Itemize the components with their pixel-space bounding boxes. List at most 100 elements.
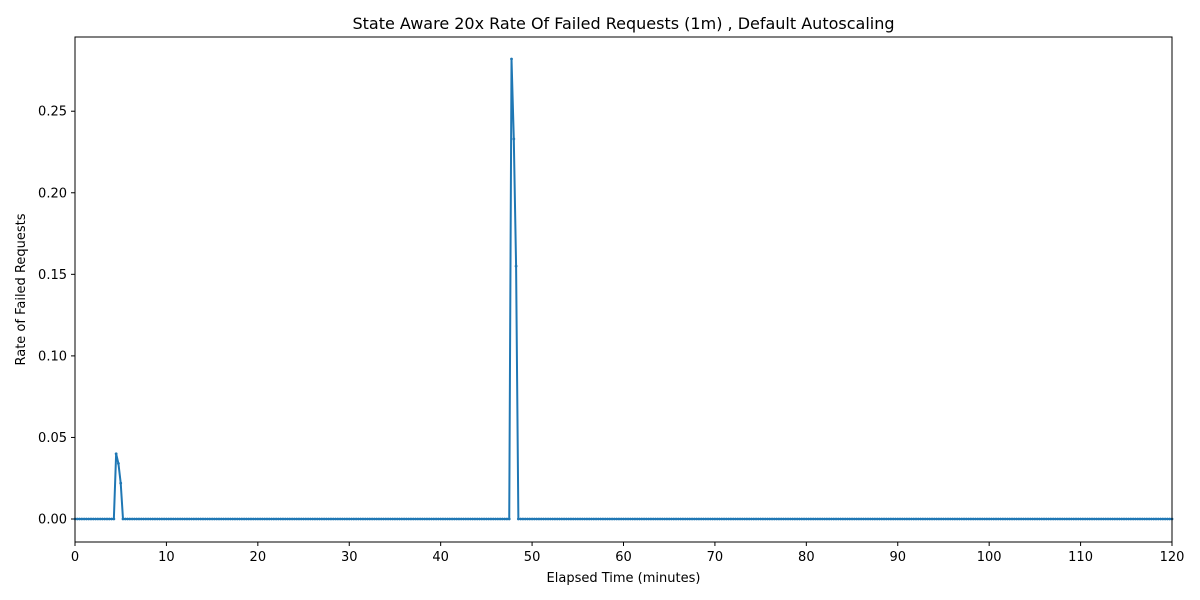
data-point	[1166, 517, 1169, 521]
data-point	[471, 517, 475, 521]
data-point	[1136, 517, 1140, 521]
data-point	[174, 517, 177, 521]
data-point	[352, 517, 356, 521]
data-point	[740, 517, 744, 521]
data-point	[505, 517, 509, 521]
data-point	[1076, 517, 1080, 521]
data-point	[94, 517, 97, 521]
data-point	[553, 517, 557, 521]
data-point	[482, 517, 486, 521]
data-point	[1072, 517, 1076, 521]
data-point	[521, 517, 525, 521]
data-point	[117, 462, 120, 465]
data-point	[722, 517, 726, 521]
data-point	[507, 517, 511, 521]
data-point	[379, 517, 383, 521]
data-point	[1154, 517, 1158, 521]
data-point	[825, 517, 829, 521]
x-tick-label: 120	[1160, 550, 1185, 565]
data-point	[126, 517, 129, 521]
data-point	[185, 517, 189, 521]
data-series	[73, 57, 1174, 521]
data-point	[903, 517, 907, 521]
data-point	[1088, 517, 1092, 521]
data-point	[1147, 517, 1151, 521]
data-point	[347, 517, 351, 521]
data-point	[1060, 517, 1064, 521]
x-tick-label: 60	[615, 550, 632, 565]
data-point	[304, 517, 308, 521]
data-point	[855, 517, 859, 521]
data-point	[370, 517, 374, 521]
data-point	[612, 517, 616, 521]
data-point	[932, 517, 936, 521]
data-point	[510, 57, 513, 61]
data-point	[139, 517, 143, 521]
data-point	[638, 517, 641, 521]
data-point	[516, 517, 520, 521]
data-point	[448, 517, 452, 521]
data-point	[1012, 517, 1016, 521]
data-point	[816, 517, 820, 521]
data-point	[261, 517, 264, 521]
data-point	[240, 517, 244, 521]
data-point	[416, 517, 420, 521]
data-point	[288, 517, 292, 521]
data-point	[334, 517, 337, 521]
data-point	[868, 517, 872, 521]
data-point	[452, 517, 456, 521]
data-point	[871, 517, 875, 521]
data-point	[176, 517, 180, 521]
data-point	[272, 517, 276, 521]
data-point	[82, 517, 86, 521]
data-point	[514, 264, 518, 268]
data-point	[286, 517, 289, 521]
data-point	[1168, 517, 1172, 521]
data-point	[144, 517, 148, 521]
data-point	[640, 517, 644, 521]
data-point	[393, 517, 397, 521]
data-point	[249, 517, 253, 521]
data-point	[905, 517, 909, 521]
data-point	[622, 517, 625, 521]
data-point	[633, 517, 637, 521]
data-point	[542, 517, 545, 521]
data-point	[1143, 517, 1146, 521]
data-point	[1152, 517, 1156, 521]
data-point	[155, 517, 159, 521]
x-axis-label: Elapsed Time (minutes)	[547, 571, 701, 586]
x-tick-label: 0	[71, 550, 79, 565]
data-point	[836, 517, 840, 521]
chart-title: State Aware 20x Rate Of Failed Requests …	[352, 14, 894, 33]
data-point	[192, 517, 196, 521]
data-point	[992, 517, 996, 521]
data-point	[190, 517, 193, 521]
x-tick-label: 10	[158, 550, 175, 565]
data-point	[980, 517, 984, 521]
data-point	[752, 517, 756, 521]
data-point	[850, 517, 854, 521]
data-point	[1097, 517, 1101, 521]
data-point	[1042, 517, 1046, 521]
data-point	[1115, 517, 1119, 521]
data-point	[976, 517, 980, 521]
data-point	[624, 517, 628, 521]
data-point	[181, 517, 184, 521]
data-point	[377, 517, 381, 521]
data-point	[873, 517, 877, 521]
data-point	[432, 517, 436, 521]
data-point	[75, 517, 79, 521]
data-point	[823, 517, 827, 521]
data-point	[910, 517, 913, 521]
data-point	[295, 517, 299, 521]
data-point	[1131, 517, 1135, 521]
data-point	[363, 517, 367, 521]
data-point	[1090, 517, 1094, 521]
data-point	[430, 517, 433, 521]
data-point	[1038, 517, 1041, 521]
data-point	[498, 517, 502, 521]
data-point	[473, 517, 477, 521]
data-point	[427, 517, 431, 521]
data-point	[85, 517, 88, 521]
data-point	[706, 517, 710, 521]
